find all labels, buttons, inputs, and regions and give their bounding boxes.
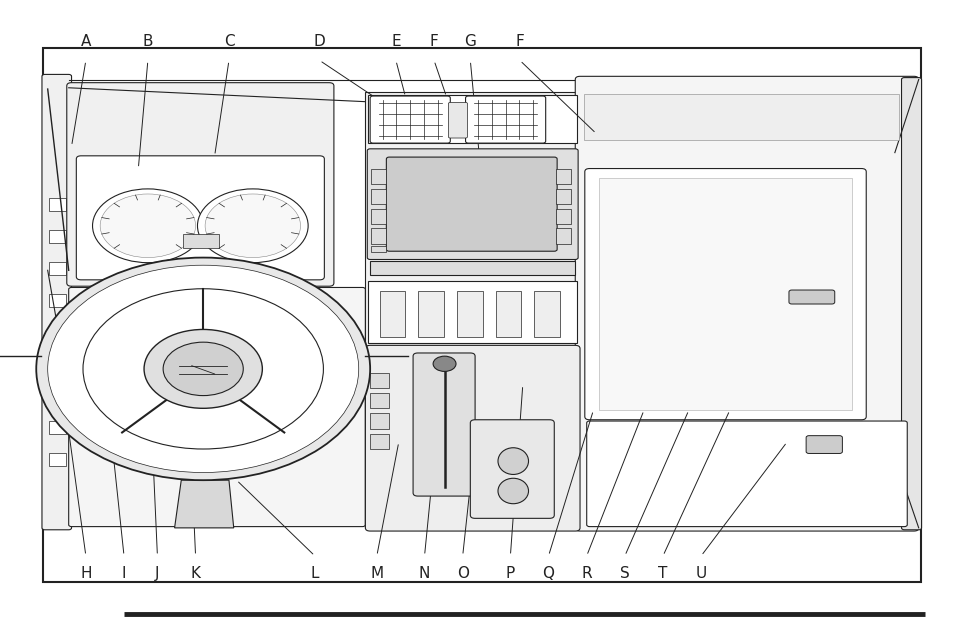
Text: J: J: [155, 566, 159, 581]
Text: U: U: [695, 566, 706, 581]
FancyBboxPatch shape: [67, 83, 334, 286]
Bar: [49, 262, 66, 275]
FancyBboxPatch shape: [575, 76, 918, 531]
Bar: [43, 48, 920, 582]
Bar: [371, 209, 386, 224]
Circle shape: [197, 189, 308, 263]
Bar: [371, 189, 386, 204]
Text: I: I: [122, 566, 126, 581]
Ellipse shape: [497, 478, 528, 504]
Text: R: R: [580, 566, 592, 581]
Text: L: L: [311, 566, 318, 581]
Bar: [556, 189, 571, 204]
Bar: [496, 291, 520, 337]
Circle shape: [48, 265, 358, 473]
Text: S: S: [619, 566, 629, 581]
Bar: [370, 373, 389, 388]
Bar: [49, 357, 66, 370]
Bar: [183, 234, 219, 248]
Text: F: F: [515, 34, 524, 49]
Text: K: K: [191, 566, 200, 581]
Bar: [583, 94, 898, 140]
Bar: [534, 291, 559, 337]
Bar: [365, 92, 579, 528]
Text: A: A: [81, 34, 91, 49]
FancyBboxPatch shape: [386, 157, 557, 251]
Circle shape: [205, 194, 300, 258]
Bar: [49, 230, 66, 243]
Circle shape: [100, 194, 195, 258]
Text: B: B: [142, 34, 153, 49]
Bar: [370, 413, 389, 429]
FancyBboxPatch shape: [413, 353, 475, 496]
Polygon shape: [174, 480, 233, 528]
Bar: [370, 261, 575, 275]
Bar: [371, 246, 386, 252]
FancyBboxPatch shape: [42, 74, 71, 530]
Bar: [598, 178, 851, 410]
Text: T: T: [658, 566, 667, 581]
FancyBboxPatch shape: [76, 156, 324, 280]
FancyBboxPatch shape: [470, 420, 554, 518]
Circle shape: [163, 342, 243, 396]
Ellipse shape: [497, 448, 528, 474]
Circle shape: [36, 258, 370, 480]
Text: E: E: [391, 34, 400, 49]
Bar: [456, 291, 482, 337]
Bar: [49, 198, 66, 211]
Text: C: C: [223, 34, 234, 49]
FancyBboxPatch shape: [586, 421, 906, 527]
FancyBboxPatch shape: [584, 169, 865, 420]
Bar: [49, 326, 66, 338]
Text: O: O: [456, 566, 468, 581]
FancyBboxPatch shape: [448, 102, 467, 138]
Text: Q: Q: [542, 566, 554, 581]
Text: P: P: [505, 566, 515, 581]
Bar: [379, 291, 405, 337]
Bar: [49, 294, 66, 307]
FancyBboxPatch shape: [69, 287, 365, 527]
Text: H: H: [80, 566, 91, 581]
Bar: [556, 228, 571, 244]
Circle shape: [433, 356, 456, 371]
Bar: [370, 434, 389, 449]
FancyBboxPatch shape: [465, 96, 545, 143]
Text: G: G: [464, 34, 476, 49]
Bar: [556, 209, 571, 224]
FancyBboxPatch shape: [788, 290, 834, 304]
Bar: [417, 291, 444, 337]
FancyBboxPatch shape: [370, 96, 450, 143]
Bar: [368, 281, 577, 343]
Circle shape: [92, 189, 203, 263]
Bar: [370, 393, 389, 408]
Text: M: M: [370, 566, 383, 581]
Bar: [49, 389, 66, 402]
Text: F: F: [429, 34, 438, 49]
FancyBboxPatch shape: [901, 78, 921, 530]
Text: N: N: [418, 566, 430, 581]
Bar: [371, 169, 386, 184]
FancyBboxPatch shape: [367, 149, 578, 259]
Bar: [49, 421, 66, 434]
FancyBboxPatch shape: [805, 436, 841, 453]
Bar: [371, 228, 386, 244]
Text: D: D: [314, 34, 325, 49]
FancyBboxPatch shape: [365, 345, 579, 531]
Bar: [368, 95, 577, 143]
Bar: [49, 453, 66, 466]
Circle shape: [144, 329, 262, 408]
Bar: [556, 169, 571, 184]
